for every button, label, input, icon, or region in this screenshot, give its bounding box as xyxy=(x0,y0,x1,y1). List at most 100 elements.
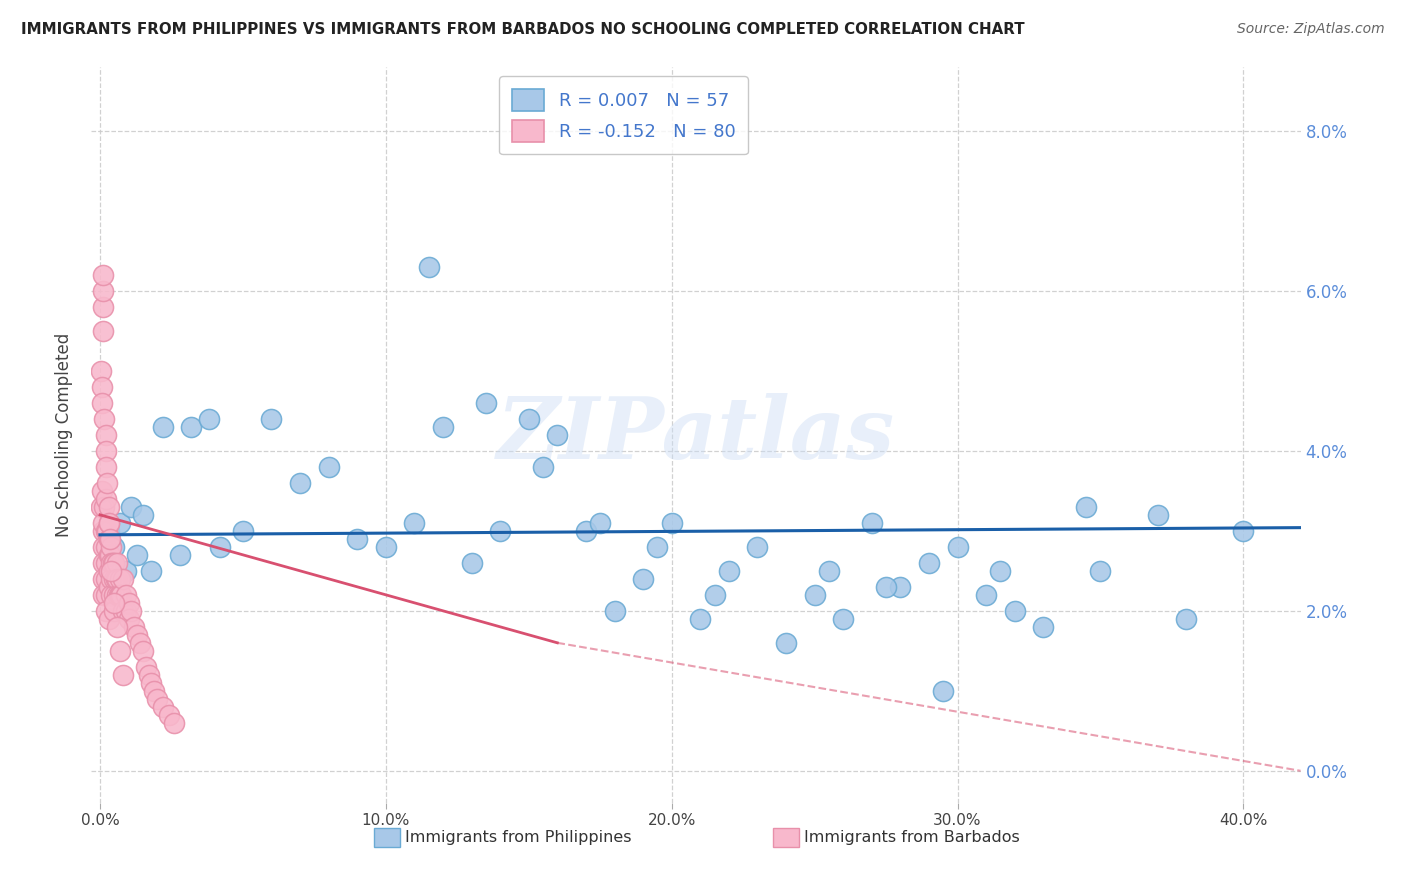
Point xyxy=(141,675,163,690)
Point xyxy=(94,572,117,586)
Text: IMMIGRANTS FROM PHILIPPINES VS IMMIGRANTS FROM BARBADOS NO SCHOOLING COMPLETED C: IMMIGRANTS FROM PHILIPPINES VS IMMIGRANT… xyxy=(21,22,1025,37)
Point xyxy=(104,572,127,586)
Point xyxy=(141,564,163,578)
Point xyxy=(101,556,124,570)
Point xyxy=(157,707,180,722)
Point xyxy=(127,548,149,562)
Point xyxy=(91,524,114,538)
Point xyxy=(603,604,626,618)
Point xyxy=(91,556,114,570)
Point xyxy=(169,548,191,562)
Point xyxy=(97,548,120,562)
Point xyxy=(631,572,654,586)
Point xyxy=(108,572,131,586)
Point xyxy=(108,588,131,602)
Point xyxy=(127,628,149,642)
Point xyxy=(132,644,155,658)
Point xyxy=(647,540,669,554)
Point xyxy=(98,532,121,546)
Point xyxy=(110,588,132,602)
Point xyxy=(96,524,118,538)
Point xyxy=(91,380,114,394)
Point xyxy=(208,540,231,554)
Point xyxy=(114,604,136,618)
Point xyxy=(117,612,139,626)
Point xyxy=(818,564,841,578)
Point xyxy=(94,524,117,538)
Point xyxy=(1032,620,1054,634)
Point xyxy=(152,420,174,434)
Point xyxy=(974,588,997,602)
Point xyxy=(91,284,114,298)
Point xyxy=(91,396,114,410)
Point xyxy=(111,604,134,618)
Point xyxy=(103,604,125,618)
Point xyxy=(129,636,152,650)
Point xyxy=(531,459,554,474)
Point xyxy=(94,540,117,554)
Point xyxy=(1232,524,1254,538)
Point xyxy=(100,564,122,578)
Point xyxy=(97,612,120,626)
Point xyxy=(260,412,283,426)
Point xyxy=(122,620,145,634)
Point xyxy=(100,588,122,602)
Point xyxy=(94,556,117,570)
Point xyxy=(747,540,769,554)
Point xyxy=(232,524,254,538)
Point xyxy=(103,596,125,610)
Point xyxy=(152,699,174,714)
Point xyxy=(90,364,112,378)
Point xyxy=(404,516,426,530)
Point xyxy=(318,459,340,474)
Point xyxy=(418,260,440,274)
Point xyxy=(97,532,120,546)
Point xyxy=(143,683,166,698)
Text: Source: ZipAtlas.com: Source: ZipAtlas.com xyxy=(1237,22,1385,37)
Point xyxy=(91,588,114,602)
Point xyxy=(96,475,118,490)
Point xyxy=(1146,508,1168,522)
Point xyxy=(135,660,157,674)
Point xyxy=(575,524,598,538)
Point xyxy=(103,540,125,554)
Point xyxy=(105,620,128,634)
Point xyxy=(1004,604,1026,618)
Point xyxy=(589,516,612,530)
Point xyxy=(990,564,1012,578)
Point xyxy=(94,427,117,442)
Point xyxy=(108,516,131,530)
Legend: R = 0.007   N = 57, R = -0.152   N = 80: R = 0.007 N = 57, R = -0.152 N = 80 xyxy=(499,76,748,154)
Point xyxy=(546,427,568,442)
Point xyxy=(105,556,128,570)
Point xyxy=(105,588,128,602)
Point xyxy=(163,715,186,730)
Point xyxy=(489,524,512,538)
Point xyxy=(93,412,115,426)
Point xyxy=(860,516,883,530)
Point xyxy=(1076,500,1098,514)
Point xyxy=(94,443,117,458)
Point xyxy=(91,483,114,498)
Point xyxy=(432,420,454,434)
Point xyxy=(346,532,368,546)
Point xyxy=(475,396,498,410)
Point xyxy=(93,500,115,514)
Point xyxy=(689,612,711,626)
Point xyxy=(108,644,131,658)
Point xyxy=(1175,612,1198,626)
Point xyxy=(120,500,142,514)
Point xyxy=(97,516,120,530)
Point xyxy=(103,572,125,586)
Point xyxy=(146,691,169,706)
Point xyxy=(103,588,125,602)
Point xyxy=(946,540,969,554)
Point xyxy=(98,548,121,562)
Point xyxy=(97,500,120,514)
Point xyxy=(107,588,129,602)
Point xyxy=(114,564,136,578)
Y-axis label: No Schooling Completed: No Schooling Completed xyxy=(55,333,73,537)
Point xyxy=(1090,564,1112,578)
Point xyxy=(97,524,120,538)
Point xyxy=(460,556,482,570)
